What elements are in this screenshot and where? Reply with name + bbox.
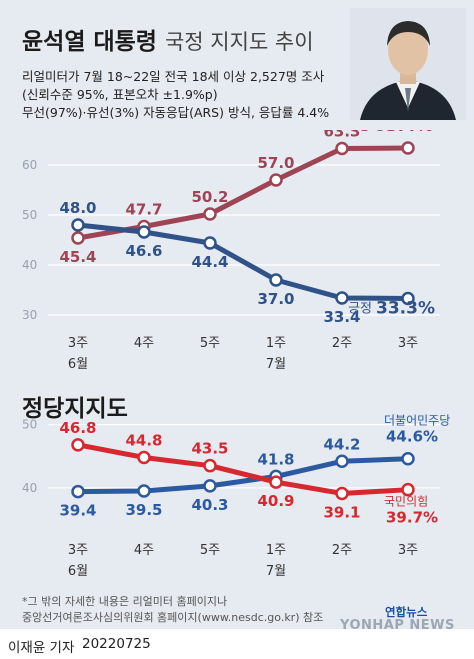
data-label: 39.4 xyxy=(59,502,96,520)
publish-date: 20220725 xyxy=(82,636,151,652)
data-point xyxy=(401,482,415,497)
data-point xyxy=(137,450,151,465)
president-photo xyxy=(350,8,466,120)
x-tick-label: 2주 xyxy=(332,336,352,351)
data-label: 44.2 xyxy=(323,435,360,453)
series-end-value: 33.3% xyxy=(376,299,435,319)
data-point xyxy=(269,173,283,187)
footnote-line-2: 중앙선거여론조사심의위원회 홈페이지(www.nesdc.go.kr) 참조 xyxy=(22,611,324,624)
survey-info-line-1: 리얼미터가 7월 18~22일 전국 18세 이상 2,527명 조사 xyxy=(22,69,325,84)
reporter-name: 이재윤 기자 xyxy=(8,640,75,656)
x-tick-label: 1주 xyxy=(266,543,286,558)
x-tick-label: 1주 xyxy=(266,336,286,351)
data-point xyxy=(401,451,415,466)
data-label: 40.9 xyxy=(257,492,294,510)
data-label: 33.4 xyxy=(323,308,360,326)
page-title: 윤석열 대통령 국정 지지도 추이 xyxy=(22,22,314,56)
approval-chart: 30 40 50 60 45.4 47.7 50.2 57.0 63.3부정 63.4% 48.0… xyxy=(22,130,440,372)
data-label: 46.8 xyxy=(59,419,96,437)
data-point xyxy=(269,475,283,489)
data-point xyxy=(137,225,151,239)
yonhap-logo-korean: 연합뉴스 xyxy=(385,605,428,619)
data-point xyxy=(335,486,349,501)
series-name-label: 국민의힘 xyxy=(384,495,428,509)
x-tick-label-month: 6월 xyxy=(68,564,88,579)
x-tick-label: 5주 xyxy=(200,543,220,558)
y-tick-label: 30 xyxy=(22,308,37,322)
series-end-value: 44.6% xyxy=(386,428,438,446)
series-end-value: 39.7% xyxy=(386,509,438,527)
data-point xyxy=(71,438,85,452)
series-line-0 xyxy=(75,456,411,495)
data-label: 43.5 xyxy=(191,440,228,458)
data-label: 46.6 xyxy=(125,242,162,260)
data-point xyxy=(269,273,283,287)
title-main: 윤석열 대통령 xyxy=(22,29,157,55)
series-end-value: 63.4% xyxy=(374,130,433,136)
x-tick-label: 3주 xyxy=(68,543,88,558)
data-label: 45.4 xyxy=(59,248,96,266)
series-line-0 xyxy=(75,145,411,241)
x-tick-label: 3주 xyxy=(398,543,418,558)
data-point xyxy=(203,479,217,493)
survey-info-line-3: 무선(97%)·유선(3%) 자동응답(ARS) 방식, 응답률 4.4% xyxy=(22,105,330,120)
title-sub: 국정 지지도 추이 xyxy=(164,30,314,54)
series-line-1 xyxy=(75,222,411,301)
y-tick-label: 40 xyxy=(22,258,37,272)
y-tick-label: 50 xyxy=(22,418,37,432)
x-tick-label-month: 7월 xyxy=(266,357,286,372)
data-label: 44.8 xyxy=(125,431,162,449)
x-tick-label: 3주 xyxy=(68,336,88,351)
data-label: 47.7 xyxy=(125,201,162,219)
data-label: 50.2 xyxy=(191,188,228,206)
data-point xyxy=(203,207,217,221)
data-point xyxy=(71,484,85,499)
data-label: 39.1 xyxy=(323,503,360,521)
y-tick-label: 40 xyxy=(22,481,37,495)
series-name-label: 부정 xyxy=(346,130,370,134)
y-tick-label: 60 xyxy=(22,158,37,172)
x-tick-label-month: 6월 xyxy=(68,357,88,372)
x-tick-label-month: 7월 xyxy=(266,564,286,579)
data-label: 63.3 xyxy=(323,130,360,141)
data-label: 57.0 xyxy=(257,154,294,172)
data-point xyxy=(335,291,349,305)
data-point xyxy=(71,218,85,232)
data-point xyxy=(71,231,85,245)
data-label: 41.8 xyxy=(257,450,294,468)
data-label: 37.0 xyxy=(257,290,294,308)
data-point xyxy=(203,458,217,473)
data-point xyxy=(401,141,415,155)
x-tick-label: 3주 xyxy=(398,336,418,351)
series-line-1 xyxy=(75,442,411,496)
x-tick-label: 4주 xyxy=(134,336,154,351)
data-label: 39.5 xyxy=(125,501,162,519)
footnote-line-1: *그 밖의 자세한 내용은 리얼미터 홈페이지나 xyxy=(22,595,228,608)
data-label: 48.0 xyxy=(59,199,96,217)
x-tick-label: 2주 xyxy=(332,543,352,558)
x-tick-label: 5주 xyxy=(200,336,220,351)
x-tick-label: 4주 xyxy=(134,543,154,558)
data-point xyxy=(203,236,217,250)
data-point xyxy=(137,484,151,498)
data-point xyxy=(335,454,349,469)
data-label: 40.3 xyxy=(191,496,228,514)
party-section-title: 정당지지도 xyxy=(22,396,128,422)
survey-info-line-2: (신뢰수준 95%, 표본오차 ±1.9%p) xyxy=(22,87,218,102)
series-name-label: 긍정 xyxy=(348,302,372,317)
series-name-label: 더불어민주당 xyxy=(384,414,450,428)
byline-bar: 이재윤 기자 20220725 xyxy=(0,629,474,659)
data-point xyxy=(401,291,415,306)
y-tick-label: 50 xyxy=(22,208,37,222)
data-label: 44.4 xyxy=(191,253,228,271)
data-point xyxy=(335,141,349,156)
